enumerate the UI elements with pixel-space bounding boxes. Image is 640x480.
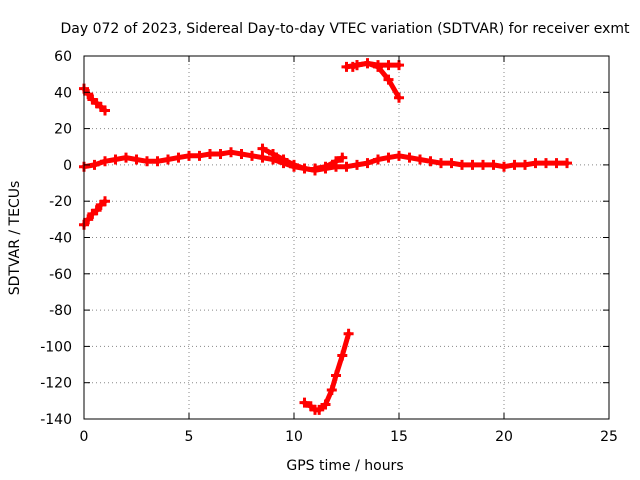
- data-point: [373, 154, 383, 165]
- data-point: [100, 156, 110, 167]
- series-upper-flat: [341, 58, 404, 72]
- data-point: [314, 404, 325, 415]
- data-point: [278, 154, 289, 165]
- data-point: [478, 159, 488, 170]
- data-point: [509, 159, 520, 170]
- data-series: [79, 58, 572, 415]
- data-point: [373, 60, 383, 71]
- y-axis-label: SDTVAR / TECUs: [7, 181, 23, 296]
- x-tick-label: 15: [390, 429, 408, 445]
- data-point: [121, 152, 131, 163]
- chart-title: Day 072 of 2023, Sidereal Day-to-day VTE…: [61, 21, 631, 37]
- data-point: [100, 105, 110, 116]
- data-point: [520, 159, 530, 170]
- data-point: [299, 397, 310, 408]
- data-point: [541, 158, 551, 169]
- data-point: [110, 154, 121, 165]
- data-point: [352, 159, 362, 170]
- plot-frame: [83, 55, 610, 420]
- data-point: [310, 163, 320, 174]
- data-point: [215, 149, 226, 160]
- data-point: [194, 150, 205, 161]
- data-point: [352, 60, 362, 71]
- data-point: [331, 370, 341, 381]
- data-point: [236, 149, 247, 160]
- data-point: [163, 154, 173, 165]
- data-point: [337, 350, 348, 361]
- data-point: [562, 158, 572, 169]
- data-point: [488, 159, 499, 170]
- data-point: [499, 161, 509, 172]
- data-point: [446, 158, 457, 169]
- data-point: [436, 158, 446, 169]
- series-upper-start: [79, 83, 110, 116]
- y-tick-label: 0: [63, 158, 72, 174]
- data-point: [257, 143, 268, 154]
- data-point: [91, 205, 102, 216]
- y-tick-label: -80: [49, 303, 72, 319]
- data-point: [331, 156, 341, 167]
- data-point: [343, 328, 354, 339]
- data-point: [457, 159, 467, 170]
- tick-labels: 0 5 10 15 20 25 -140 -120 -100 -80 -60 -40 -20 0 20 40 6…: [40, 49, 618, 445]
- series-line: [312, 155, 345, 171]
- y-tick-label: 20: [54, 122, 72, 138]
- x-tick-label: 10: [285, 429, 303, 445]
- data-point: [184, 150, 194, 161]
- series-deep-trough: [299, 328, 354, 415]
- data-point: [268, 149, 278, 160]
- x-tick-label: 25: [600, 429, 618, 445]
- data-point: [226, 147, 236, 158]
- data-point: [289, 159, 299, 170]
- data-point: [425, 156, 436, 167]
- data-point: [530, 158, 541, 169]
- axis-ticks: [83, 55, 610, 420]
- data-point: [337, 152, 348, 163]
- data-point: [326, 384, 337, 395]
- y-tick-label: -120: [40, 376, 72, 392]
- data-point: [83, 89, 94, 100]
- data-point: [131, 154, 142, 165]
- data-point: [89, 159, 100, 170]
- data-point: [415, 154, 425, 165]
- x-tick-label: 5: [185, 429, 194, 445]
- y-tick-label: 60: [54, 49, 72, 65]
- y-tick-label: -100: [40, 339, 72, 355]
- series-branch-11-12.3: [310, 152, 348, 174]
- data-point: [257, 152, 268, 163]
- data-point: [299, 163, 310, 174]
- data-point: [320, 399, 331, 410]
- data-point: [205, 149, 215, 160]
- y-tick-label: -40: [49, 231, 72, 247]
- data-point: [247, 150, 257, 161]
- data-point: [142, 156, 152, 167]
- y-tick-label: -140: [40, 412, 72, 428]
- data-point: [362, 58, 373, 69]
- data-point: [394, 92, 404, 103]
- data-point: [83, 214, 94, 225]
- x-axis-label: GPS time / hours: [286, 458, 403, 474]
- data-point: [383, 74, 394, 85]
- y-tick-label: -60: [49, 267, 72, 283]
- data-point: [383, 152, 394, 163]
- data-point: [100, 196, 110, 207]
- x-tick-label: 0: [80, 429, 89, 445]
- x-tick-label: 20: [495, 429, 513, 445]
- grid-lines: [84, 56, 609, 419]
- data-point: [341, 161, 352, 172]
- data-point: [152, 156, 163, 167]
- data-point: [320, 161, 331, 172]
- y-tick-label: 40: [54, 85, 72, 101]
- data-point: [383, 60, 394, 71]
- y-tick-label: -20: [49, 194, 72, 210]
- data-point: [551, 158, 562, 169]
- data-point: [404, 152, 415, 163]
- data-point: [173, 152, 184, 163]
- data-point: [467, 159, 478, 170]
- data-point: [362, 158, 373, 169]
- data-point: [341, 61, 352, 72]
- series-line: [302, 331, 352, 413]
- data-point: [394, 150, 404, 161]
